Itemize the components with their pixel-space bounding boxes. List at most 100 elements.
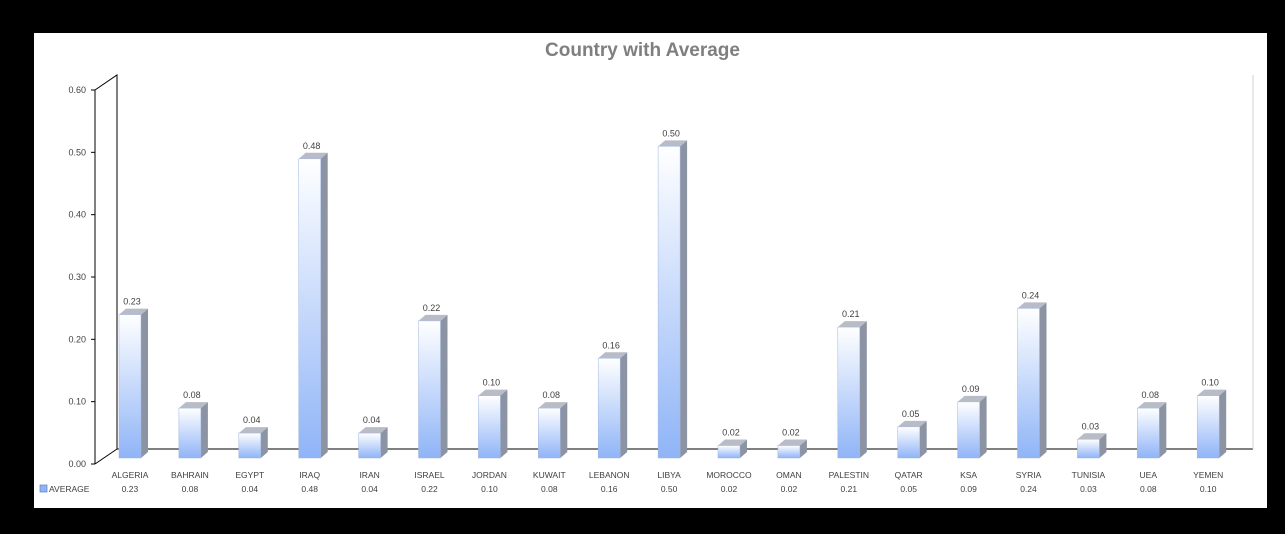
y-tick-label: 0.30 — [68, 272, 86, 282]
bar — [418, 320, 441, 459]
bar-top — [658, 140, 688, 147]
table-value: 0.04 — [361, 484, 378, 494]
floor-edge — [94, 448, 118, 465]
legend-label: AVERAGE — [49, 484, 90, 494]
table-value: 0.50 — [661, 484, 678, 494]
bar-top — [238, 427, 268, 434]
data-label: 0.09 — [962, 384, 980, 394]
data-label: 0.08 — [543, 390, 561, 400]
table-value: 0.02 — [781, 484, 798, 494]
bar-top — [837, 321, 867, 328]
bar-top — [358, 427, 388, 434]
category-label: QATAR — [895, 470, 923, 480]
bar-side — [859, 321, 867, 458]
bar-top — [718, 439, 747, 446]
bar — [1196, 395, 1220, 459]
data-label: 0.02 — [722, 428, 740, 438]
bar-top — [1017, 302, 1047, 309]
category-label: EGYPT — [235, 470, 264, 480]
bar-top — [777, 439, 807, 446]
bar-top — [1137, 402, 1167, 409]
bar-side — [500, 389, 508, 458]
chart-title: Country with Average — [545, 40, 740, 61]
data-label: 0.23 — [123, 297, 141, 307]
data-label: 0.10 — [483, 378, 501, 388]
bar-top — [897, 420, 927, 427]
bar-top — [119, 308, 148, 315]
table-value: 0.10 — [481, 484, 498, 494]
table-value: 0.10 — [1200, 484, 1217, 494]
bar-side — [1159, 402, 1167, 458]
category-label: LIBYA — [657, 470, 681, 480]
y-tick-label: 0.20 — [68, 334, 86, 344]
category-label: YEMEN — [1193, 470, 1223, 480]
y-tick-label: 0.00 — [68, 459, 86, 469]
category-label: LEBANON — [589, 470, 630, 480]
bar-top — [538, 402, 568, 409]
data-label: 0.22 — [423, 303, 441, 313]
bar-side — [620, 352, 628, 458]
category-label: JORDAN — [472, 470, 507, 480]
category-label: UEA — [1140, 470, 1158, 480]
bar-top — [957, 395, 987, 402]
category-label: SYRIA — [1016, 470, 1042, 480]
bar — [717, 445, 741, 459]
bar-top — [1197, 389, 1227, 396]
bar-side — [1099, 433, 1107, 458]
table-value: 0.08 — [1140, 484, 1157, 494]
category-label: TUNISIA — [1072, 470, 1106, 480]
legend-key — [39, 484, 48, 493]
y-tick-label: 0.60 — [68, 85, 86, 95]
bar — [957, 401, 980, 459]
bar — [178, 407, 202, 459]
category-label: ISRAEL — [414, 470, 445, 480]
bar — [897, 426, 920, 459]
bar — [597, 358, 621, 459]
data-label: 0.08 — [1142, 390, 1160, 400]
bar — [777, 445, 801, 459]
bar-side — [799, 439, 807, 458]
bar-top — [478, 389, 508, 396]
bar — [298, 158, 321, 459]
bar-side — [440, 314, 448, 458]
category-label: ALGERIA — [112, 470, 149, 480]
table-value: 0.02 — [721, 484, 738, 494]
table-value: 0.08 — [182, 484, 199, 494]
bar-side — [200, 402, 208, 458]
bar-side — [979, 395, 987, 458]
data-label: 0.10 — [1201, 378, 1219, 388]
table-value: 0.08 — [541, 484, 558, 494]
data-label: 0.50 — [662, 128, 680, 138]
bar-side — [320, 152, 328, 459]
bar-top — [1077, 433, 1107, 440]
bar-side — [560, 402, 568, 458]
category-label: KUWAIT — [533, 470, 566, 480]
category-label: IRAN — [359, 470, 379, 480]
table-value: 0.05 — [900, 484, 917, 494]
bar-top — [178, 402, 208, 409]
table-value: 0.48 — [301, 484, 318, 494]
category-label: PALESTIN — [829, 470, 869, 480]
bar — [478, 395, 501, 459]
bar-side — [260, 427, 268, 458]
bar-top — [298, 152, 328, 159]
data-label: 0.05 — [902, 409, 920, 419]
y-tick-label: 0.10 — [68, 397, 86, 407]
bar-top — [598, 352, 628, 359]
bar-side — [1219, 389, 1227, 458]
data-label: 0.08 — [183, 390, 201, 400]
table-value: 0.16 — [601, 484, 618, 494]
bar — [538, 407, 561, 459]
bar — [238, 432, 262, 459]
table-value: 0.21 — [841, 484, 858, 494]
category-label: MOROCCO — [706, 470, 752, 480]
data-label: 0.03 — [1082, 421, 1100, 431]
bar — [1077, 439, 1100, 459]
bar-side — [141, 308, 148, 458]
y-tick-label: 0.40 — [68, 210, 86, 220]
bar — [837, 326, 861, 459]
table-value: 0.22 — [421, 484, 438, 494]
y-tick-label: 0.50 — [68, 147, 86, 157]
chart-area — [34, 33, 1267, 508]
